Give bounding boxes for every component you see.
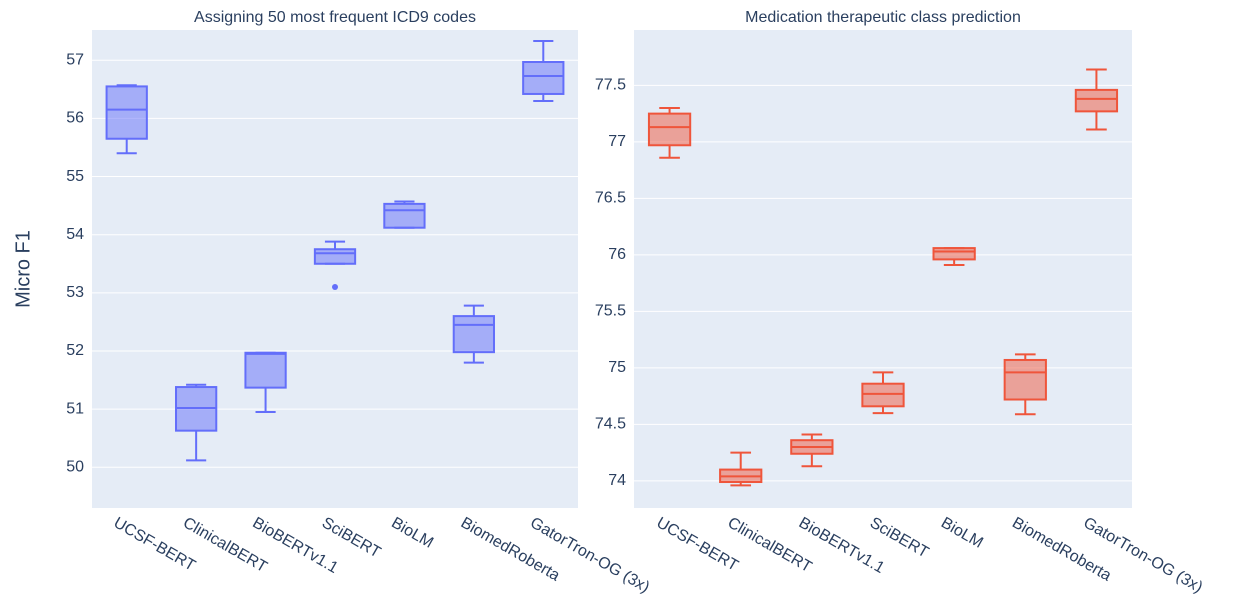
box (932, 247, 976, 261)
y-tick-label: 54 (66, 226, 84, 243)
box (452, 315, 495, 354)
chart-title: Medication therapeutic class prediction (745, 9, 1021, 26)
plot-area (634, 30, 1132, 508)
x-tick-label: BioLM (388, 514, 436, 551)
y-tick-label: 77 (608, 133, 626, 150)
box (313, 248, 357, 265)
y-tick-label: 76.5 (595, 190, 626, 207)
outlier (332, 284, 338, 291)
y-tick-label: 75.5 (595, 303, 626, 320)
y-tick-label: 57 (66, 51, 84, 68)
box (105, 85, 148, 140)
y-tick-label: 75 (608, 359, 626, 376)
y-tick-label: 77.5 (595, 77, 626, 94)
box (647, 112, 692, 147)
box (522, 60, 565, 95)
y-tick-label: 56 (66, 110, 84, 127)
box (244, 351, 287, 389)
y-tick-label: 76 (608, 246, 626, 263)
plot-area (92, 30, 578, 508)
x-tick-label: SciBERT (867, 514, 932, 561)
y-tick-label: 52 (66, 342, 84, 359)
y-tick-label: 74 (608, 472, 626, 489)
x-tick-label: GatorTron-OG (3x) (1080, 514, 1205, 596)
x-tick-label: BioLM (938, 514, 986, 551)
y-tick-label: 53 (66, 284, 84, 301)
x-tick-label: GatorTron-OG (3x) (527, 514, 652, 596)
y-tick-label: 74.5 (595, 416, 626, 433)
y-tick-label: 51 (66, 400, 84, 417)
y-tick-label: 50 (66, 459, 84, 476)
box (861, 382, 905, 408)
box (1003, 358, 1047, 401)
box (383, 202, 426, 229)
box (1074, 88, 1119, 113)
y-tick-label: 55 (66, 168, 84, 185)
y-axis-title: Micro F1 (12, 230, 34, 308)
chart-title: Assigning 50 most frequent ICD9 codes (194, 9, 476, 26)
